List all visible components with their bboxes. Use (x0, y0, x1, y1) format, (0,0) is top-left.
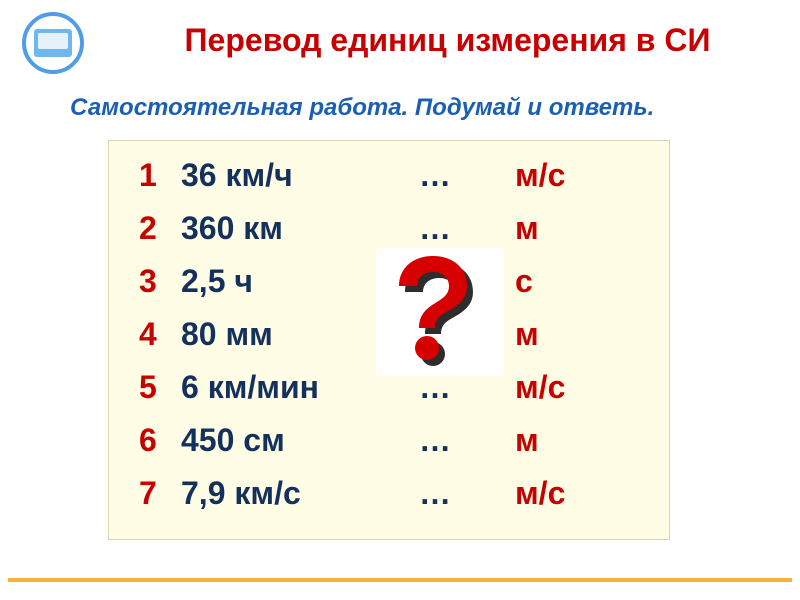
table-row: 5 6 км/мин … м/с (139, 369, 639, 422)
row-from: 7,9 км/с (181, 475, 419, 512)
page-title: Перевод единиц измерения в СИ (115, 22, 780, 59)
row-number: 2 (139, 210, 181, 247)
table-row: 6 450 см … м (139, 422, 639, 475)
row-from: 450 см (181, 422, 419, 459)
row-from: 36 км/ч (181, 157, 419, 194)
row-from: 360 км (181, 210, 419, 247)
question-mark-icon (376, 248, 504, 376)
row-to: м/с (515, 369, 565, 406)
footer-divider (8, 578, 792, 582)
row-dots: … (419, 157, 515, 194)
reading-child-icon (22, 12, 84, 74)
table-row: 7 7,9 км/с … м/с (139, 475, 639, 528)
table-row: 1 36 км/ч … м/с (139, 157, 639, 210)
row-number: 5 (139, 369, 181, 406)
row-to: м/с (515, 157, 565, 194)
row-to: м (515, 210, 539, 247)
row-to: с (515, 263, 533, 300)
row-number: 6 (139, 422, 181, 459)
logo-badge (22, 12, 84, 74)
row-number: 3 (139, 263, 181, 300)
row-to: м (515, 422, 539, 459)
row-dots: … (419, 475, 515, 512)
row-number: 1 (139, 157, 181, 194)
row-number: 7 (139, 475, 181, 512)
row-to: м/с (515, 475, 565, 512)
row-to: м (515, 316, 539, 353)
row-dots: … (419, 422, 515, 459)
row-number: 4 (139, 316, 181, 353)
page-subtitle: Самостоятельная работа. Подумай и ответь… (70, 94, 760, 122)
row-dots: … (419, 210, 515, 247)
